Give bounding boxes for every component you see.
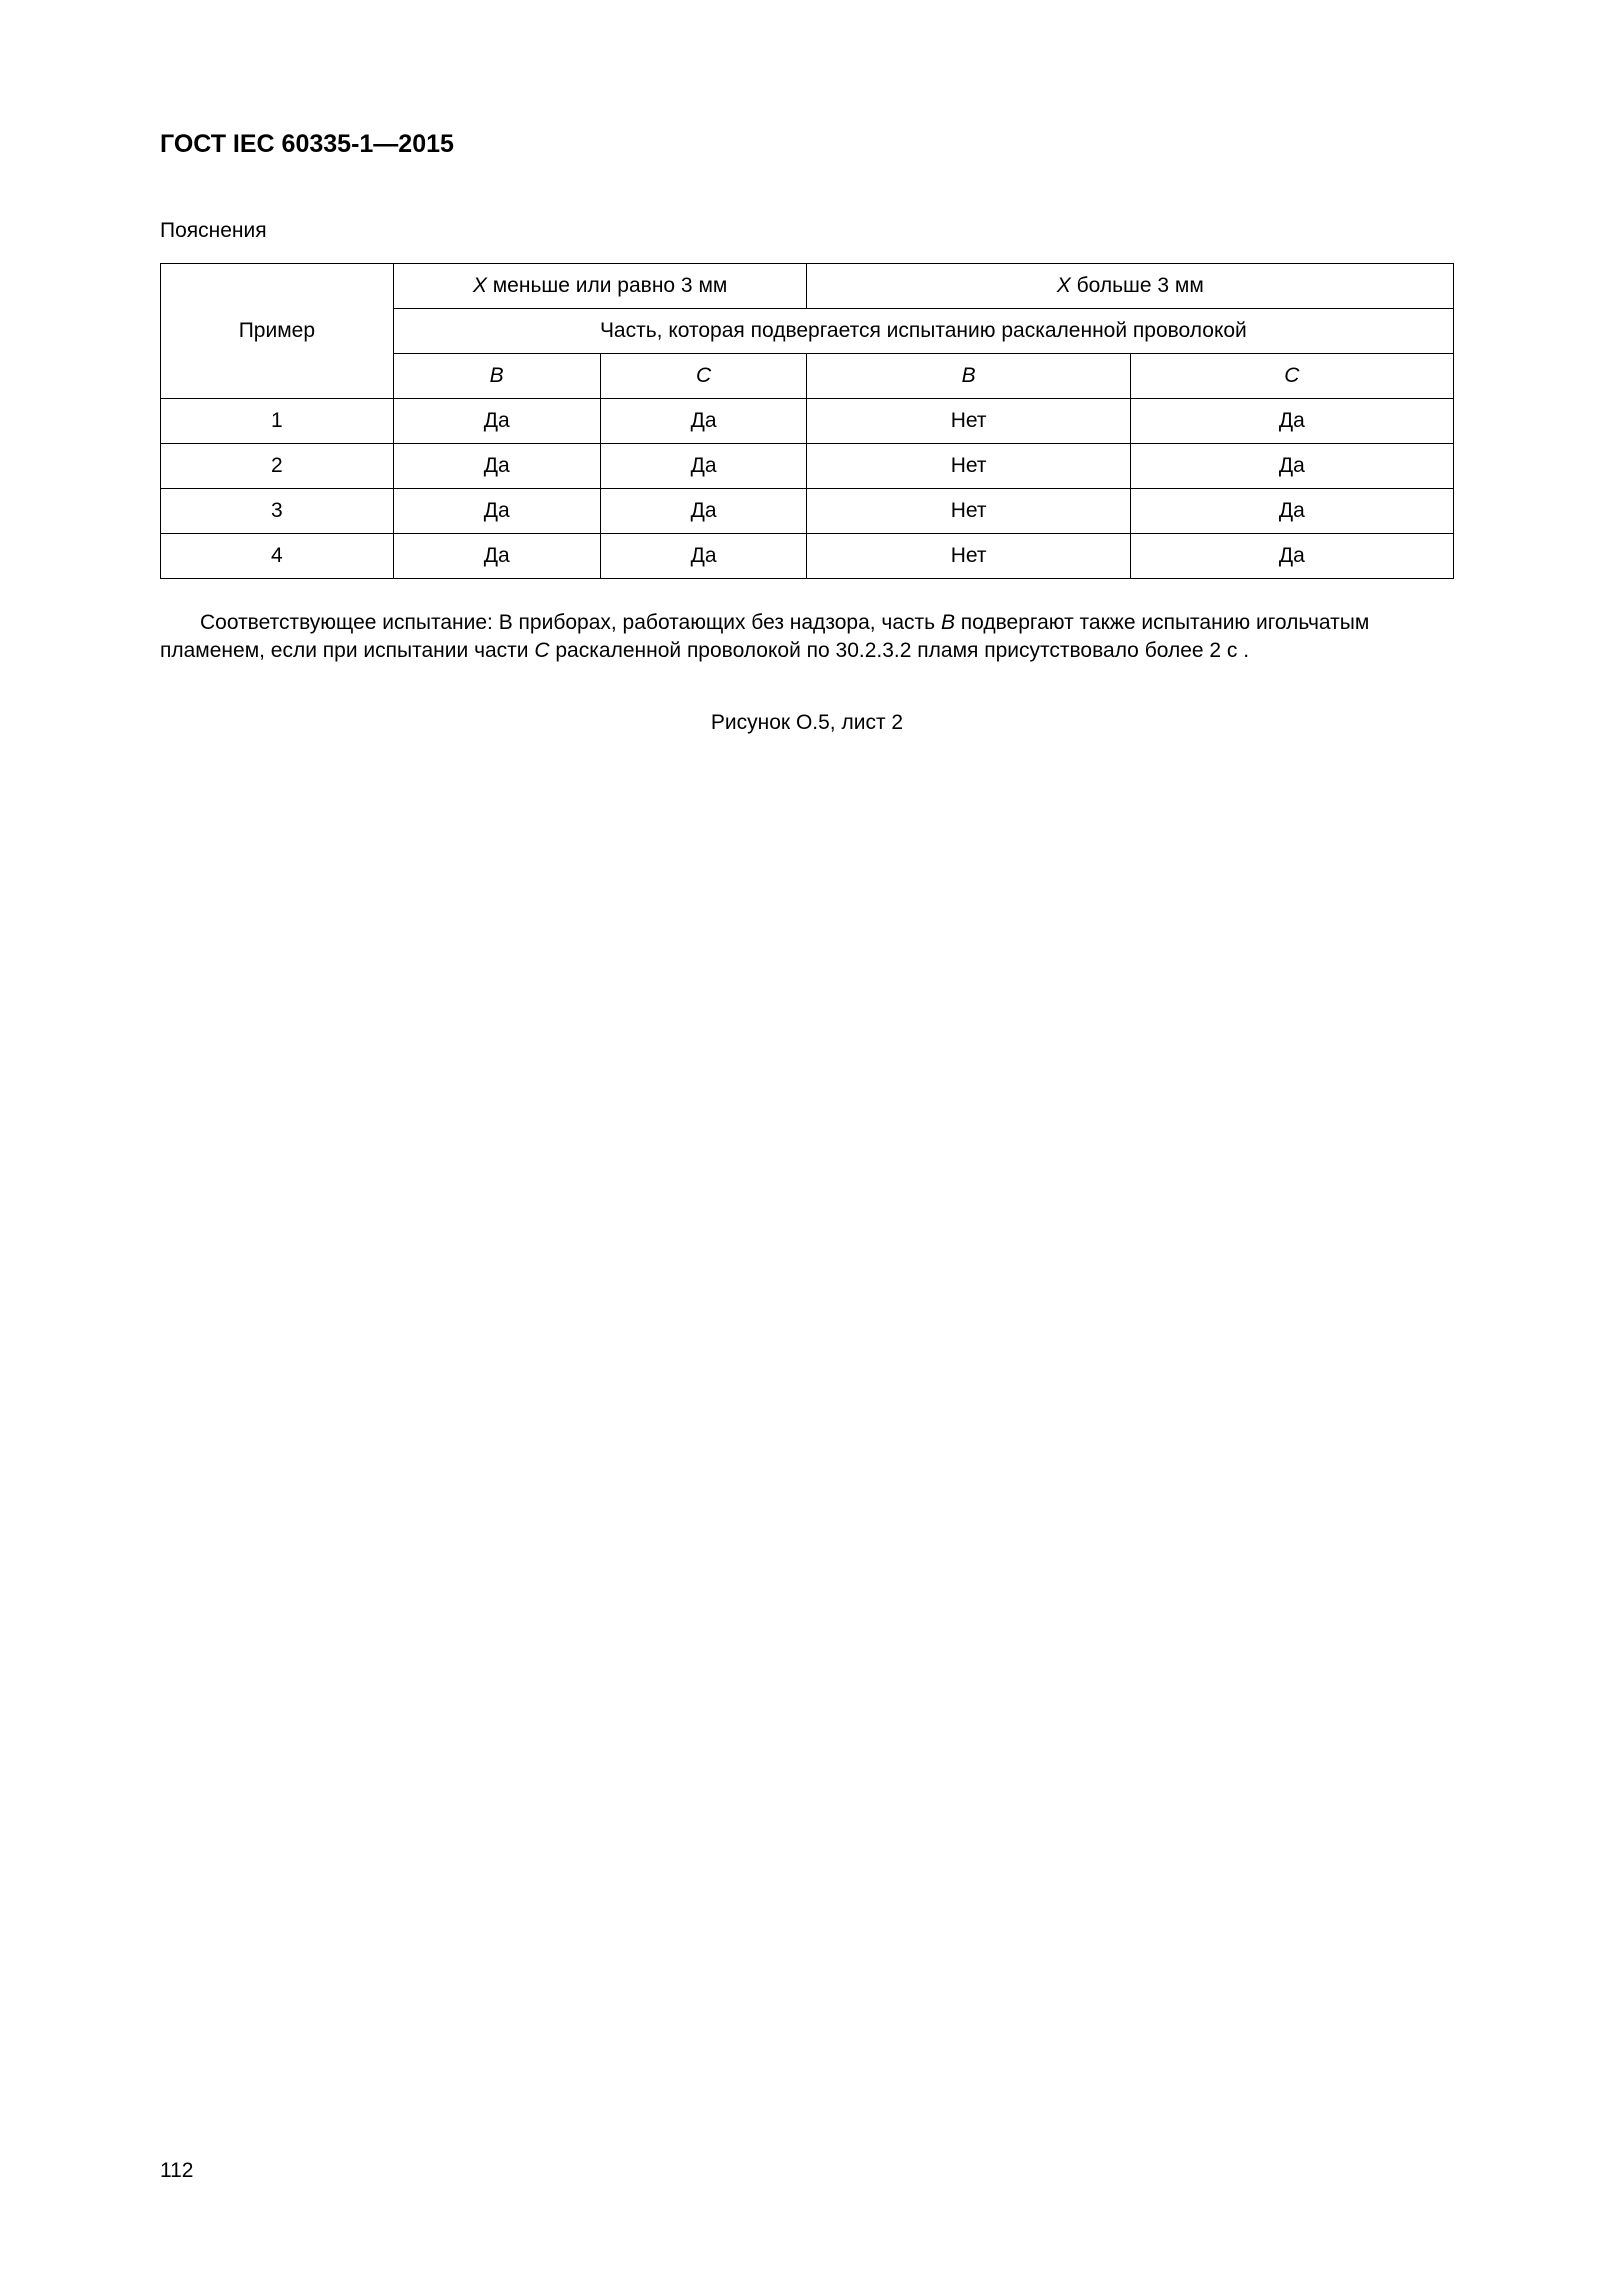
cell-n: 1	[161, 399, 394, 444]
cell-b2: Нет	[807, 399, 1130, 444]
spec-table: Пример X меньше или равно 3 мм X больше …	[160, 263, 1454, 579]
cell-b2: Нет	[807, 444, 1130, 489]
col-c1: C	[600, 354, 807, 399]
col-header-example: Пример	[161, 264, 394, 399]
document-header: ГОСТ IEC 60335-1—2015	[160, 130, 1454, 159]
cell-n: 4	[161, 534, 394, 579]
cell-b1: Да	[393, 399, 600, 444]
table-header-row-1: Пример X меньше или равно 3 мм X больше …	[161, 264, 1454, 309]
col-b2: B	[807, 354, 1130, 399]
col-c2: C	[1130, 354, 1453, 399]
cell-n: 3	[161, 489, 394, 534]
group-header-right: X больше 3 мм	[807, 264, 1454, 309]
group-header-left: X меньше или равно 3 мм	[393, 264, 807, 309]
subheader-full: Часть, которая подвергается испытанию ра…	[393, 309, 1453, 354]
para-tail: раскаленной проволокой по 30.2.3.2 пламя…	[550, 639, 1250, 662]
cell-b1: Да	[393, 489, 600, 534]
figure-caption: Рисунок О.5, лист 2	[160, 711, 1454, 735]
cell-b2: Нет	[807, 534, 1130, 579]
table-row: 4 Да Да Нет Да	[161, 534, 1454, 579]
cell-b1: Да	[393, 534, 600, 579]
para-part-c: C	[534, 639, 549, 662]
col-b1: B	[393, 354, 600, 399]
table-row: 3 Да Да Нет Да	[161, 489, 1454, 534]
cell-b2: Нет	[807, 489, 1130, 534]
para-lead: Соответствующее испытание: В приборах, р…	[200, 611, 941, 634]
x-italic: X	[473, 274, 487, 297]
cell-c1: Да	[600, 489, 807, 534]
page-number: 112	[160, 2159, 193, 2183]
page: ГОСТ IEC 60335-1—2015 Пояснения Пример X…	[0, 0, 1614, 2283]
x-italic: X	[1057, 274, 1071, 297]
cell-c2: Да	[1130, 399, 1453, 444]
para-part-b: B	[941, 611, 955, 634]
cell-c2: Да	[1130, 489, 1453, 534]
cell-c1: Да	[600, 534, 807, 579]
table-row: 1 Да Да Нет Да	[161, 399, 1454, 444]
cell-n: 2	[161, 444, 394, 489]
cell-c1: Да	[600, 444, 807, 489]
group-left-text: меньше или равно 3 мм	[487, 274, 727, 297]
explanations-label: Пояснения	[160, 219, 1454, 243]
cell-b1: Да	[393, 444, 600, 489]
table-row: 2 Да Да Нет Да	[161, 444, 1454, 489]
cell-c2: Да	[1130, 534, 1453, 579]
note-paragraph: Соответствующее испытание: В приборах, р…	[160, 609, 1454, 666]
cell-c2: Да	[1130, 444, 1453, 489]
group-right-text: больше 3 мм	[1071, 274, 1204, 297]
cell-c1: Да	[600, 399, 807, 444]
